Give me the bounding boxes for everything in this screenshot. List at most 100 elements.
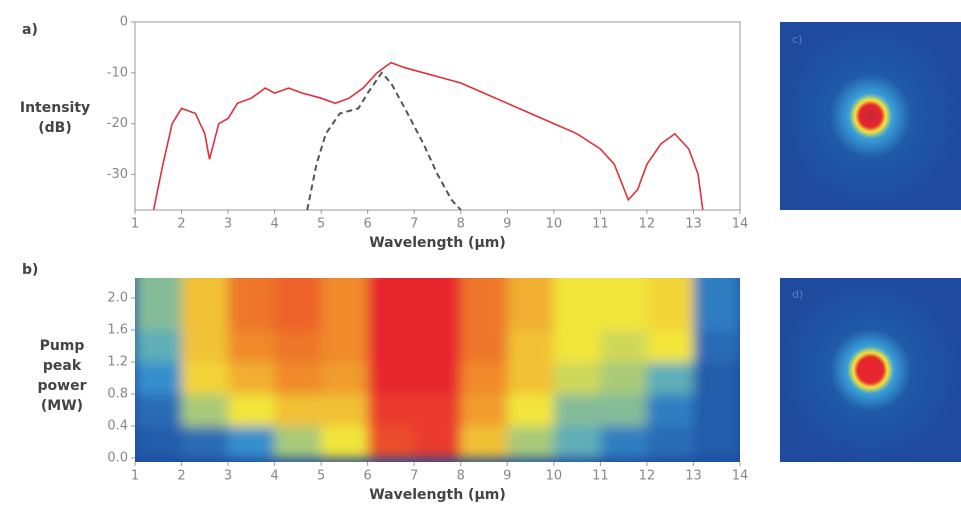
heatmap-cell xyxy=(367,426,415,459)
heatmap-cell xyxy=(367,330,415,363)
x-axis-label: Wavelength (µm) xyxy=(369,235,506,251)
y-axis-label: Pump xyxy=(40,338,85,354)
heatmap-cell xyxy=(646,298,694,331)
heatmap-cell xyxy=(553,394,601,427)
heatmap-cell xyxy=(367,362,415,395)
heatmap-cell xyxy=(274,278,322,299)
heatmap-cell xyxy=(507,362,555,395)
heatmap-cell xyxy=(228,278,276,299)
x-tick-label: 8 xyxy=(457,469,465,484)
heatmap-cell xyxy=(228,362,276,395)
x-tick-label: 1 xyxy=(131,217,139,232)
heatmap-cell xyxy=(135,426,183,459)
x-tick-label: 8 xyxy=(457,217,465,232)
y-tick-label: 2.0 xyxy=(107,291,128,306)
heatmap-cell xyxy=(646,426,694,459)
y-axis-label: (dB) xyxy=(38,120,72,136)
x-tick-label: 12 xyxy=(639,217,656,232)
panel-label: c) xyxy=(792,33,802,46)
heatmap-cell xyxy=(228,298,276,331)
heatmap-cell xyxy=(693,298,740,331)
heatmap-cell xyxy=(181,330,229,363)
heatmap-cell xyxy=(646,330,694,363)
heatmap-cell xyxy=(507,278,555,299)
heatmap-cell xyxy=(553,278,601,299)
heatmap-cell xyxy=(460,426,508,459)
heatmap-cell xyxy=(693,362,740,395)
x-tick-label: 14 xyxy=(732,469,749,484)
x-tick-label: 4 xyxy=(270,217,278,232)
beam-image xyxy=(780,278,961,462)
y-axis-label: power xyxy=(38,378,87,394)
heatmap-cell xyxy=(693,330,740,363)
x-tick-label: 11 xyxy=(592,469,609,484)
heatmap-cells xyxy=(135,278,740,459)
x-tick-label: 9 xyxy=(503,217,511,232)
heatmap-cell xyxy=(646,394,694,427)
heatmap-cell xyxy=(414,426,462,459)
y-tick-label: 0.8 xyxy=(107,387,128,402)
heatmap-cell xyxy=(367,278,415,299)
heatmap-cell xyxy=(181,394,229,427)
panel-label: a) xyxy=(22,22,38,38)
heatmap-cell xyxy=(274,330,322,363)
heatmap-cell xyxy=(646,278,694,299)
heatmap-cell xyxy=(274,426,322,459)
y-tick-label: 0.0 xyxy=(107,451,128,466)
x-tick-label: 3 xyxy=(224,217,232,232)
heatmap-cell xyxy=(414,330,462,363)
heatmap-cell xyxy=(460,330,508,363)
x-tick-label: 13 xyxy=(685,217,702,232)
x-tick-label: 7 xyxy=(410,217,418,232)
heatmap xyxy=(135,278,740,462)
heatmap-cell xyxy=(507,426,555,459)
heatmap-cell xyxy=(553,330,601,363)
x-tick-label: 12 xyxy=(639,469,656,484)
heatmap-cell xyxy=(228,330,276,363)
heatmap-cell xyxy=(414,278,462,299)
heatmap-cell xyxy=(274,394,322,427)
heatmap-cell xyxy=(321,298,369,331)
heatmap-cell xyxy=(228,394,276,427)
x-tick-label: 14 xyxy=(732,217,749,232)
heatmap-cell xyxy=(460,298,508,331)
y-axis-label: Intensity xyxy=(20,100,90,116)
x-tick-label: 2 xyxy=(177,217,185,232)
y-tick-label: -10 xyxy=(107,65,128,80)
heatmap-cell xyxy=(321,362,369,395)
heatmap-cell xyxy=(507,394,555,427)
panel-label: b) xyxy=(22,262,38,278)
heatmap-cell xyxy=(553,426,601,459)
x-axis-label: Wavelength (µm) xyxy=(369,487,506,503)
y-tick-label: -30 xyxy=(107,167,128,182)
x-tick-label: 5 xyxy=(317,469,325,484)
x-tick-label: 13 xyxy=(685,469,702,484)
heatmap-cell xyxy=(181,362,229,395)
heatmap-cell xyxy=(181,426,229,459)
heatmap-cell xyxy=(321,394,369,427)
data-line xyxy=(306,71,462,211)
heatmap-cell xyxy=(553,298,601,331)
panel-label: d) xyxy=(792,288,803,301)
x-tick-label: 2 xyxy=(177,469,185,484)
heatmap-cell xyxy=(460,278,508,299)
heatmap-cell xyxy=(600,362,648,395)
heatmap-cell xyxy=(135,330,183,363)
x-tick-label: 6 xyxy=(364,217,372,232)
heatmap-cell xyxy=(414,394,462,427)
heatmap-cell xyxy=(321,278,369,299)
heatmap-cell xyxy=(321,426,369,459)
heatmap-cell xyxy=(693,278,740,299)
heatmap-cell xyxy=(600,394,648,427)
x-tick-label: 10 xyxy=(546,217,563,232)
x-tick-label: 5 xyxy=(317,217,325,232)
x-tick-label: 11 xyxy=(592,217,609,232)
y-tick-label: 1.6 xyxy=(107,323,128,338)
heatmap-cell xyxy=(693,426,740,459)
heatmap-cell xyxy=(274,362,322,395)
heatmap-cell xyxy=(600,426,648,459)
heatmap-cell xyxy=(181,298,229,331)
heatmap-cell xyxy=(135,278,183,299)
x-tick-label: 6 xyxy=(364,469,372,484)
